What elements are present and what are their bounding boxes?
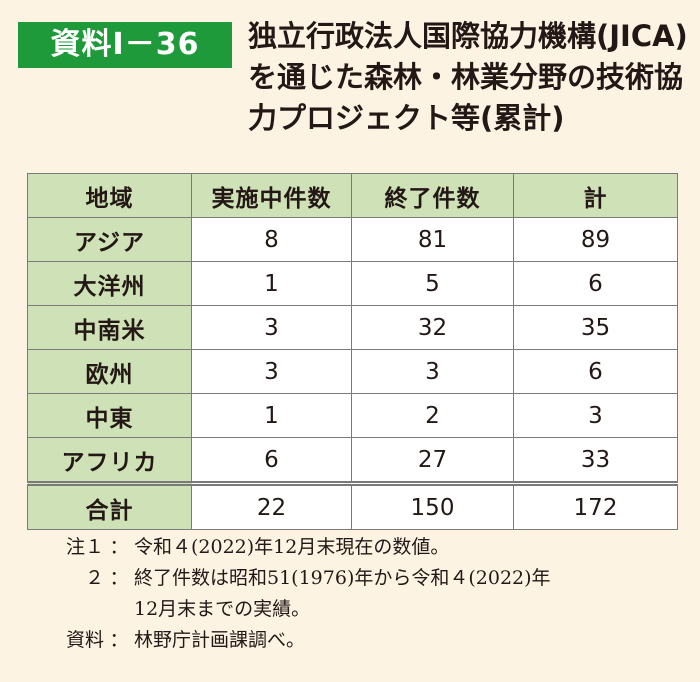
source-label: 資料 [65,629,104,651]
note-2-text-line-2: 12月末までの実績。 [134,598,311,620]
total-ongoing-cell: 22 [191,481,352,530]
total-cell: 33 [513,437,678,484]
completed-cell: 32 [351,305,514,350]
region-cell: 中東 [27,393,192,438]
total-cell: 6 [513,261,678,306]
region-cell: アフリカ [27,437,192,484]
total-label-cell: 合計 [27,481,192,530]
figure-badge: 資料Ⅰ－36 [18,22,232,68]
footnotes: 注１ ： 令和４(2022)年12月末現在の数値。 ２ ： 終了件数は昭和51(… [30,532,680,656]
note-1: 注１ ： 令和４(2022)年12月末現在の数値。 [30,532,680,563]
note-2-continuation: 12月末までの実績。 [30,594,680,625]
column-header-completed: 終了件数 [351,173,514,218]
figure-title: 独立行政法人国際協力機構(JICA) を通じた森林・林業分野の技術協 力プロジェ… [248,16,688,139]
total-cell: 89 [513,217,678,262]
source-separator: ： [109,629,129,651]
note-1-text: 令和４(2022)年12月末現在の数値。 [134,536,450,558]
source-text: 林野庁計画課調べ。 [134,629,306,651]
ongoing-cell: 8 [191,217,352,262]
note-2-text-line-1: 終了件数は昭和51(1976)年から令和４(2022)年 [134,567,551,589]
table-row: アフリカ 6 27 33 [27,437,678,484]
title-line-1: 独立行政法人国際協力機構(JICA) [248,19,688,53]
ongoing-cell: 3 [191,305,352,350]
grand-total-cell: 172 [513,481,678,530]
completed-cell: 2 [351,393,514,438]
region-cell: 欧州 [27,349,192,394]
note-1-separator: ： [109,536,129,558]
note-1-label: 注１ [65,536,104,558]
completed-cell: 3 [351,349,514,394]
total-cell: 6 [513,349,678,394]
source-note: 資料 ： 林野庁計画課調べ。 [30,625,680,656]
total-cell: 35 [513,305,678,350]
completed-cell: 5 [351,261,514,306]
title-line-2: を通じた森林・林業分野の技術協 [248,60,684,94]
completed-cell: 81 [351,217,514,262]
column-header-region: 地域 [27,173,192,218]
region-cell: アジア [27,217,192,262]
table-row: アジア 8 81 89 [27,217,678,262]
region-cell: 大洋州 [27,261,192,306]
total-cell: 3 [513,393,678,438]
ongoing-cell: 1 [191,393,352,438]
title-line-3: 力プロジェクト等(累計) [248,101,565,135]
column-header-total: 計 [513,173,678,218]
ongoing-cell: 3 [191,349,352,394]
note-2-label: ２ [84,567,104,589]
ongoing-cell: 1 [191,261,352,306]
table-row: 中南米 3 32 35 [27,305,678,350]
note-2: ２ ： 終了件数は昭和51(1976)年から令和４(2022)年 [30,563,680,594]
ongoing-cell: 6 [191,437,352,484]
total-completed-cell: 150 [351,481,514,530]
note-2-separator: ： [109,567,129,589]
table-row: 大洋州 1 5 6 [27,261,678,306]
column-header-ongoing: 実施中件数 [191,173,352,218]
table-header-row: 地域 実施中件数 終了件数 計 [27,173,678,218]
completed-cell: 27 [351,437,514,484]
table-row: 欧州 3 3 6 [27,349,678,394]
region-cell: 中南米 [27,305,192,350]
table-total-row: 合計 22 150 172 [27,481,678,530]
table-row: 中東 1 2 3 [27,393,678,438]
jica-projects-table: 地域 実施中件数 終了件数 計 アジア 8 81 89 大洋州 1 5 6 中南… [27,173,678,530]
